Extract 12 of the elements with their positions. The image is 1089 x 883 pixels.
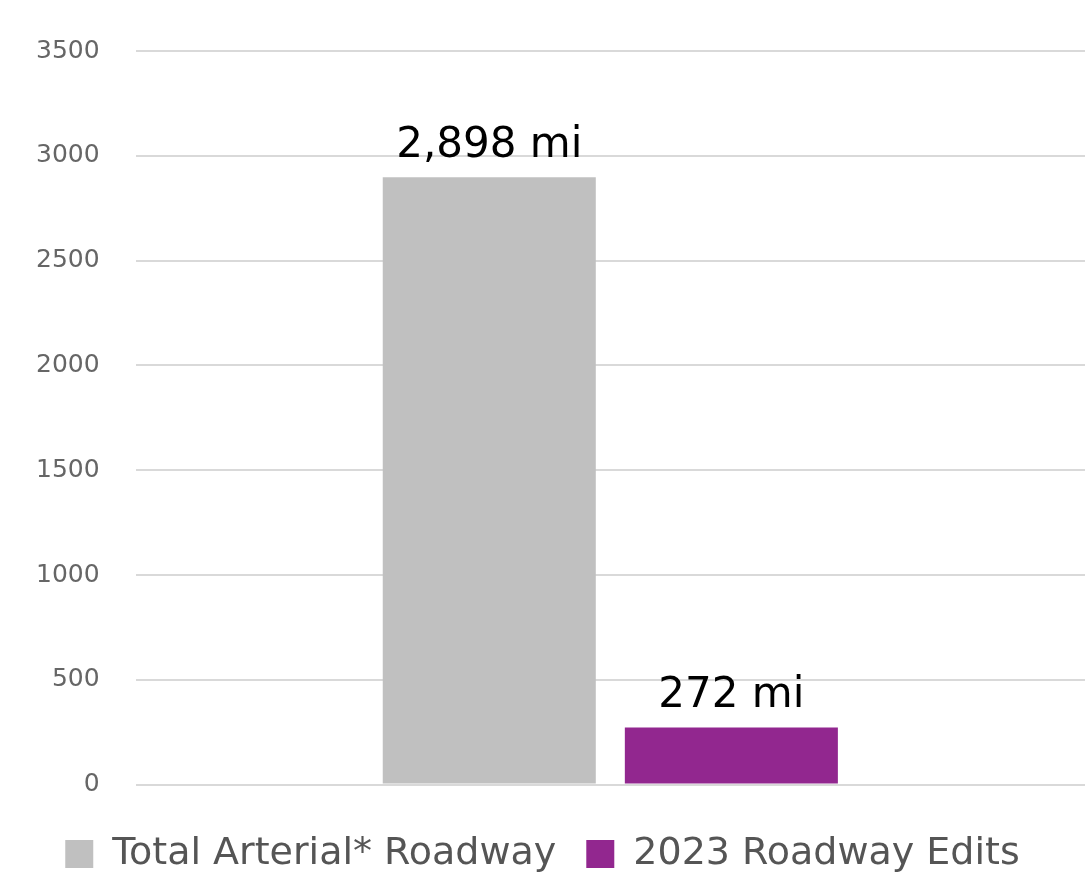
y-tick-label: 1500 bbox=[36, 453, 100, 483]
y-tick-label: 2000 bbox=[36, 348, 100, 378]
y-tick-label: 3500 bbox=[36, 34, 100, 64]
y-tick-label: 1000 bbox=[36, 558, 100, 588]
legend-label: 2023 Roadway Edits bbox=[633, 828, 1020, 873]
y-tick-label: 2500 bbox=[36, 244, 100, 274]
data-label: 2,898 mi bbox=[396, 118, 583, 168]
data-label: 272 mi bbox=[658, 668, 805, 718]
y-tick-label: 500 bbox=[51, 663, 100, 693]
y-tick-label: 3000 bbox=[36, 139, 100, 169]
legend-label: Total Arterial* Roadway bbox=[111, 828, 557, 873]
y-tick-label: 0 bbox=[83, 768, 100, 798]
